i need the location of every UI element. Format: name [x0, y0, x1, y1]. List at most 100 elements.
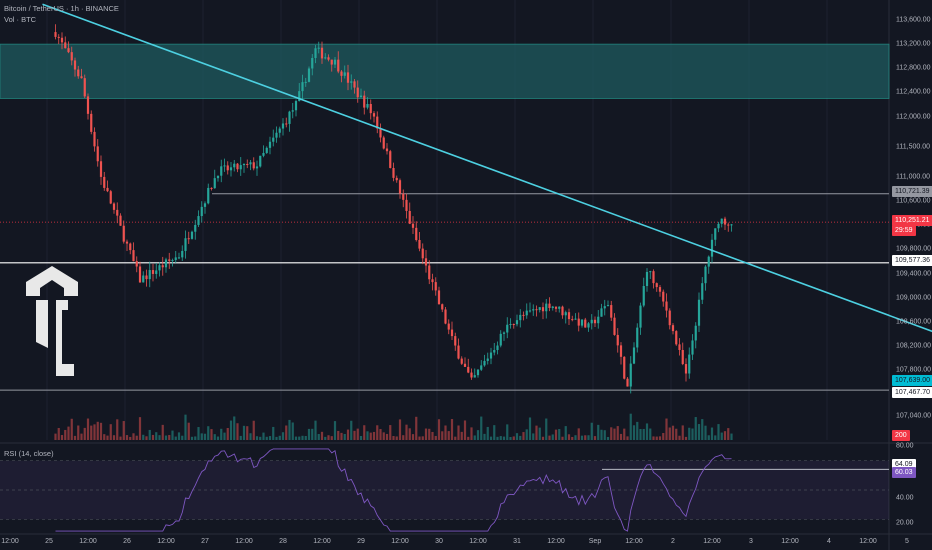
rsi-tick: 80.00 [896, 442, 914, 450]
volume-bar [317, 433, 320, 440]
candle-body [103, 176, 106, 188]
volume-bar [610, 427, 613, 440]
candle-body [129, 243, 132, 251]
volume-bar [421, 436, 424, 440]
volume-bar [662, 433, 665, 440]
time-tick: 31 [513, 538, 521, 545]
volume-bar [470, 427, 473, 440]
volume-bar [216, 436, 220, 440]
candle-body [489, 352, 493, 359]
volume-bar [385, 433, 389, 440]
volume-bar [408, 428, 411, 440]
candle-body [681, 349, 684, 365]
candle-body [294, 101, 298, 111]
volume-bar [571, 436, 574, 440]
volume-legend[interactable]: Vol · BTC [4, 15, 37, 24]
volume-bar [379, 429, 382, 440]
resistance-zone [0, 43, 890, 99]
volume-bar [636, 421, 639, 440]
volume-bar [564, 426, 567, 440]
time-tick: 12:00 [703, 538, 721, 545]
candle-body [571, 319, 574, 321]
volume-bar [67, 426, 70, 440]
volume-bar [415, 416, 418, 440]
candle-body [671, 325, 675, 332]
candle-body [220, 166, 223, 176]
volume-bar [220, 428, 223, 440]
volume-bar [535, 425, 538, 440]
candle-body [311, 57, 314, 69]
candle-body [233, 163, 236, 168]
volume-bar [272, 426, 275, 440]
candle-body [580, 319, 584, 326]
candle-body [60, 37, 64, 43]
rsi-tick: 20.00 [896, 519, 914, 527]
candle-body [259, 155, 262, 167]
candle-body [346, 72, 350, 83]
candle-body [402, 193, 405, 200]
candle-body [372, 113, 376, 117]
candle-body [197, 216, 200, 225]
symbol-title[interactable]: Bitcoin / TetherUS · 1h · BINANCE [4, 4, 119, 13]
volume-bar [613, 428, 616, 440]
candle-body [278, 128, 281, 133]
candle-body [545, 303, 548, 312]
volume-bar [164, 435, 168, 440]
candle-body [587, 323, 590, 328]
candle-body [467, 366, 470, 373]
volume-bar [411, 434, 415, 440]
volume-bar [652, 436, 655, 440]
volume-bar [168, 435, 171, 440]
volume-bar [223, 432, 226, 440]
volume-bar [681, 425, 684, 440]
volume-bar [366, 431, 369, 440]
price-tick: 107,800.00 [896, 366, 932, 374]
volume-bar [528, 417, 532, 440]
volume-bar [200, 433, 203, 440]
volume-bar [538, 427, 541, 440]
volume-bar [171, 430, 174, 440]
volume-bar [603, 430, 606, 440]
candle-body [405, 199, 408, 211]
candle-body [353, 81, 356, 88]
candle-body [164, 259, 168, 268]
candle-body [210, 187, 213, 189]
candle-body [717, 223, 720, 229]
time-tick: 30 [435, 538, 443, 545]
candle-body [363, 95, 366, 108]
price-tick: 109,800.00 [896, 245, 932, 253]
candle-body [285, 123, 288, 125]
price-tick: 112,000.00 [896, 113, 931, 121]
candle-body [463, 363, 467, 367]
volume-bar [577, 428, 580, 440]
candle-body [350, 81, 353, 83]
time-tick: 5 [905, 538, 909, 545]
candle-body [171, 259, 174, 261]
candle-body [421, 248, 424, 259]
candle-body [158, 265, 161, 271]
candle-body [99, 161, 103, 177]
volume-bar [337, 430, 340, 440]
volume-bar [207, 426, 210, 440]
volume-bar [424, 428, 428, 440]
rsi-legend[interactable]: RSI (14, close) [4, 449, 54, 458]
volume-bar [327, 435, 330, 440]
candle-body [337, 59, 340, 72]
candle-body [444, 309, 447, 324]
candle-body [77, 69, 80, 77]
candle-body [502, 332, 506, 334]
candle-body [593, 319, 597, 324]
candle-body [385, 148, 389, 152]
volume-bar [655, 436, 658, 440]
volume-bar [376, 425, 379, 440]
volume-bar [623, 428, 626, 440]
candle-body [636, 327, 639, 348]
price-tick: 107,040.00 [896, 412, 932, 420]
price-tick: 108,600.00 [896, 318, 932, 326]
volume-bar [476, 430, 480, 440]
volume-bar [473, 435, 476, 440]
candle-body [106, 187, 109, 192]
candle-body [554, 306, 558, 309]
